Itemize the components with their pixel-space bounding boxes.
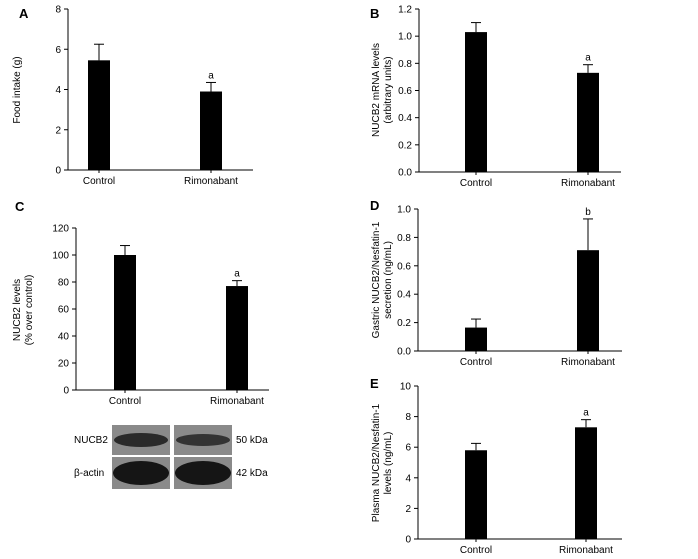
y-tick-label: 0.2: [397, 318, 411, 329]
panel-letter-e: E: [370, 376, 379, 391]
y-tick-label: 20: [58, 359, 70, 370]
bar-rimonabant: [200, 91, 222, 170]
y-tick-label: 0.8: [398, 59, 412, 70]
y-axis-label: Food intake (g): [12, 56, 23, 123]
y-tick-label: 2: [405, 504, 411, 515]
y-tick-label: 0.4: [398, 113, 412, 124]
western-blot: NUCB2 β-actin 50 kDa 42 kDa: [74, 425, 268, 489]
y-tick-label: 0.4: [397, 290, 411, 301]
y-tick-label: 120: [52, 224, 69, 235]
category-label: Control: [83, 176, 115, 187]
blot-band-nucb2-control: [114, 433, 168, 447]
bar-control: [114, 255, 136, 390]
y-tick-label: 1.2: [398, 5, 412, 16]
category-label: Control: [460, 357, 492, 368]
blot-label-actin: β-actin: [74, 468, 104, 479]
bar-control: [465, 32, 487, 172]
category-label: Rimonabant: [561, 178, 615, 189]
chart-panel-d: D 0.0 0.2 0.4 0.6 0.8 1.0 Control b Rimonabant Gas…: [370, 198, 622, 368]
y-tick-label: 6: [55, 45, 61, 56]
category-label: Control: [460, 178, 492, 189]
bar-rimonabant: [226, 286, 248, 390]
y-tick-label: 60: [58, 305, 70, 316]
bar-rimonabant: [577, 250, 599, 351]
category-label: Control: [460, 545, 492, 556]
y-tick-label: 0.6: [397, 261, 411, 272]
chart-panel-b: B 0.0 0.2 0.4 0.6 0.8 1.0 1.2 Control a Rimonabant…: [370, 5, 621, 189]
category-label: Rimonabant: [210, 396, 264, 407]
blot-label-nucb2: NUCB2: [74, 435, 108, 446]
y-tick-label: 8: [405, 412, 411, 423]
charts: A 0 2 4 6 8 Control a Rimonabant Food intake (g) B…: [12, 5, 622, 556]
y-tick-label: 2: [55, 125, 61, 136]
y-tick-label: 80: [58, 278, 70, 289]
y-tick-label: 1.0: [398, 32, 412, 43]
y-tick-label: 0: [405, 535, 411, 546]
bar-rimonabant: [577, 72, 599, 172]
bar-control: [465, 327, 487, 351]
y-tick-label: 0: [63, 386, 69, 397]
y-axis-label: NUCB2 mRNA levels(arbitrary units): [371, 43, 394, 137]
panel-letter-a: A: [19, 6, 29, 21]
significance-label: a: [208, 70, 214, 81]
y-tick-label: 6: [405, 443, 411, 454]
panel-letter-c: C: [15, 199, 25, 214]
y-tick-label: 0.8: [397, 233, 411, 244]
category-label: Rimonabant: [559, 545, 613, 556]
category-label: Control: [109, 396, 141, 407]
blot-band-actin-rimonabant: [175, 461, 231, 485]
y-tick-label: 100: [52, 251, 69, 262]
bar-control: [88, 60, 110, 170]
y-tick-label: 0.2: [398, 140, 412, 151]
y-tick-label: 10: [400, 382, 412, 393]
panel-letter-b: B: [370, 6, 379, 21]
panel-letter-d: D: [370, 198, 379, 213]
chart-panel-a: A 0 2 4 6 8 Control a Rimonabant Food intake (g): [12, 5, 253, 187]
significance-label: a: [234, 269, 240, 280]
y-axis-label: NUCB2 levels(% over control): [12, 275, 35, 346]
bar-control: [465, 450, 487, 539]
blot-size-nucb2: 50 kDa: [236, 435, 268, 446]
y-tick-label: 4: [55, 85, 61, 96]
significance-label: b: [585, 207, 591, 218]
chart-panel-e: E 0 2 4 6 8 10 Control a Rimonabant Plasma NUCB2/N…: [370, 376, 622, 556]
chart-panel-c: C 0 20 40 60 80 100 120 Control a Rimonabant NUCB2 …: [12, 199, 269, 407]
blot-band-actin-control: [113, 461, 169, 485]
significance-label: a: [583, 408, 589, 419]
blot-band-nucb2-rimonabant: [176, 434, 230, 446]
category-label: Rimonabant: [184, 176, 238, 187]
y-tick-label: 0.0: [397, 347, 411, 358]
y-tick-label: 0.0: [398, 168, 412, 179]
y-tick-label: 1.0: [397, 205, 411, 216]
y-axis-label: Plasma NUCB2/Nesfatin-1levels (ng/mL): [371, 403, 394, 522]
category-label: Rimonabant: [561, 357, 615, 368]
y-tick-label: 0: [55, 166, 61, 177]
y-tick-label: 4: [405, 473, 411, 484]
significance-label: a: [585, 53, 591, 64]
y-tick-label: 8: [55, 5, 61, 16]
y-axis-label: Gastric NUCB2/Nesfatin-1secretion (ng/mL…: [371, 221, 394, 338]
blot-size-actin: 42 kDa: [236, 468, 268, 479]
y-tick-label: 0.6: [398, 86, 412, 97]
y-tick-label: 40: [58, 332, 70, 343]
bar-rimonabant: [575, 427, 597, 539]
